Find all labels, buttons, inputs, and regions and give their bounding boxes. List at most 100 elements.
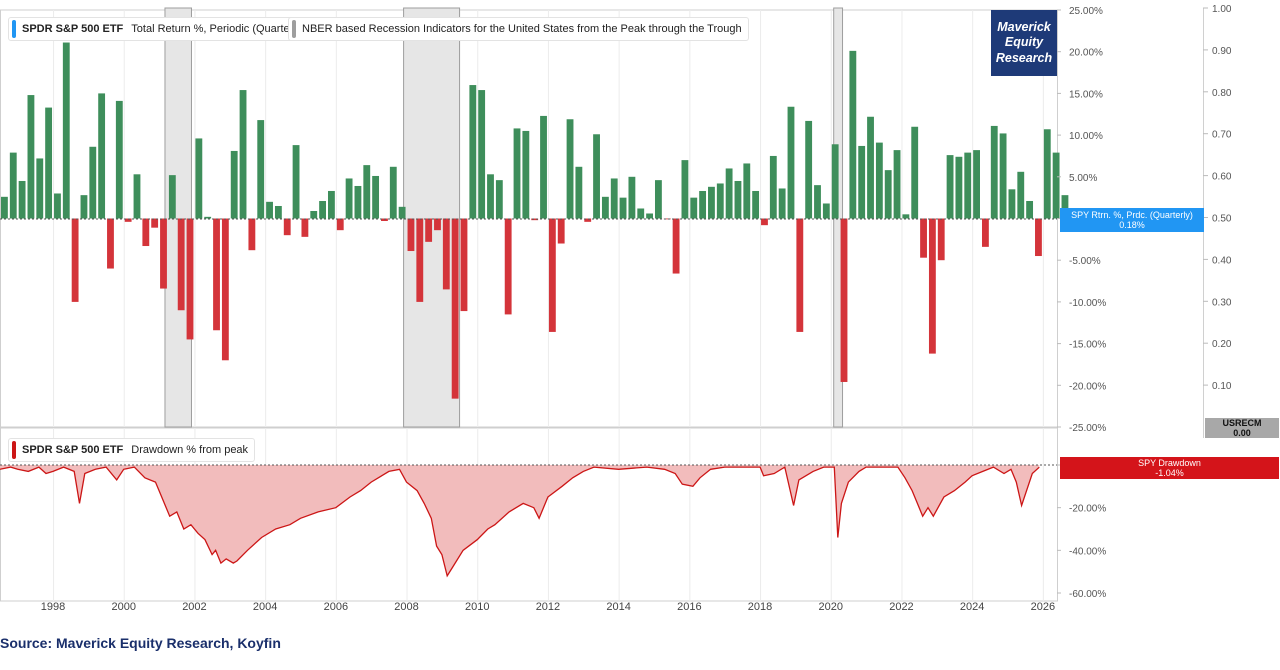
return-bar xyxy=(584,218,592,222)
source-note: Source: Maverick Equity Research, Koyfin xyxy=(0,635,281,651)
return-bar xyxy=(1043,129,1051,219)
return-bar xyxy=(531,218,539,221)
return-bar xyxy=(548,218,556,332)
return-bar xyxy=(372,175,380,219)
return-bar xyxy=(663,218,671,220)
return-bar xyxy=(875,142,883,219)
return-bar xyxy=(27,95,35,219)
return-bar xyxy=(292,145,300,219)
returns-y-tick-label: 10.00% xyxy=(1069,131,1103,142)
return-bar xyxy=(1008,189,1016,219)
return-bar xyxy=(893,150,901,219)
return-bar xyxy=(248,218,256,251)
return-bar xyxy=(18,180,26,219)
x-tick-label: 2020 xyxy=(819,601,843,613)
return-bar xyxy=(973,150,980,219)
return-bar xyxy=(1026,200,1034,219)
return-bar xyxy=(186,218,194,340)
return-bar xyxy=(566,119,574,219)
return-bar xyxy=(310,210,318,219)
return-bar xyxy=(884,170,892,219)
return-bar xyxy=(601,196,609,219)
x-tick-label: 2010 xyxy=(465,601,489,613)
drawdown-area-fill xyxy=(0,465,1040,576)
return-bar xyxy=(734,180,742,219)
return-bar xyxy=(1035,218,1042,257)
return-bar xyxy=(345,178,353,219)
return-bar xyxy=(495,180,503,219)
returns-y-tick-label: 15.00% xyxy=(1069,89,1103,100)
return-bar xyxy=(557,218,565,244)
legend-returns-metric: Total Return %, Periodic (Quarterly) xyxy=(131,23,305,35)
return-bar xyxy=(160,218,167,289)
recession-y-tick-label: 0.60 xyxy=(1212,172,1232,183)
return-bar xyxy=(142,218,150,247)
returns-value-tag: SPY Rtrn. %, Prdc. (Quarterly) 0.18% xyxy=(1060,208,1204,232)
return-bar xyxy=(681,160,689,219)
x-tick-label: 2014 xyxy=(606,601,630,613)
return-bar xyxy=(540,115,547,219)
recession-value-tag: USRECM 0.00 xyxy=(1205,418,1279,438)
legend-returns-symbol: SPDR S&P 500 ETF xyxy=(22,23,124,35)
return-bar xyxy=(266,201,273,219)
return-bar xyxy=(840,218,848,382)
return-bar xyxy=(981,218,989,247)
returns-y-tick-label: -15.00% xyxy=(1069,340,1106,351)
recession-value-tag-label: USRECM xyxy=(1222,418,1262,428)
return-bar xyxy=(80,195,88,219)
recession-y-tick-label: 0.70 xyxy=(1212,130,1232,141)
return-bar xyxy=(54,193,61,219)
return-bar xyxy=(36,158,44,219)
returns-value-tag-label: SPY Rtrn. %, Prdc. (Quarterly) xyxy=(1071,210,1193,220)
return-bar xyxy=(646,213,653,219)
return-bar xyxy=(425,218,433,242)
return-bar xyxy=(637,208,645,219)
x-tick-label: 2006 xyxy=(324,601,348,613)
return-bar xyxy=(743,163,751,219)
return-bar xyxy=(955,156,963,219)
return-bar xyxy=(593,134,600,219)
legend-returns-swatch xyxy=(12,20,16,38)
recession-value-tag-value: 0.00 xyxy=(1233,428,1251,438)
x-tick-label: 2024 xyxy=(960,601,984,613)
return-bar xyxy=(1017,171,1025,219)
return-bar xyxy=(89,146,97,219)
return-bar xyxy=(221,218,229,361)
return-bar xyxy=(946,155,954,219)
return-bar xyxy=(478,90,486,219)
recession-y-tick-label: 0.50 xyxy=(1212,214,1232,225)
return-bar xyxy=(796,218,804,332)
return-bar xyxy=(195,138,203,219)
return-bar xyxy=(1061,195,1069,219)
legend-recession-swatch xyxy=(292,20,296,38)
return-bar xyxy=(124,218,132,222)
return-bar xyxy=(902,214,910,219)
return-bar xyxy=(451,218,459,399)
return-bar xyxy=(708,186,715,219)
returns-y-tick-label: -20.00% xyxy=(1069,381,1106,392)
returns-y-tick-label: 25.00% xyxy=(1069,6,1103,17)
legend-recession: NBER based Recession Indicators for the … xyxy=(288,17,749,41)
legend-returns: SPDR S&P 500 ETF Total Return %, Periodi… xyxy=(8,17,312,41)
return-bar xyxy=(177,218,185,311)
brand-line-3: Research xyxy=(995,50,1053,65)
drawdown-y-tick-label: -40.00% xyxy=(1069,546,1106,557)
x-tick-label: 2008 xyxy=(394,601,418,613)
legend-drawdown-symbol: SPDR S&P 500 ETF xyxy=(22,444,124,456)
brand-logo: Maverick Equity Research xyxy=(991,10,1057,76)
x-tick-label: 2004 xyxy=(253,601,277,613)
legend-drawdown-swatch xyxy=(12,441,16,459)
legend-recession-label: NBER based Recession Indicators for the … xyxy=(302,23,742,35)
return-bar xyxy=(107,218,114,269)
x-tick-label: 1998 xyxy=(41,601,65,613)
recession-y-tick-label: 0.20 xyxy=(1212,339,1232,350)
return-bar xyxy=(363,165,371,219)
return-bar xyxy=(822,203,830,219)
return-bar xyxy=(920,218,927,258)
return-bar xyxy=(98,93,106,219)
return-bar xyxy=(230,150,238,219)
return-bar xyxy=(71,218,79,302)
recession-y-tick-label: 0.80 xyxy=(1212,88,1232,99)
returns-y-ticks: 25.00%20.00%15.00%10.00%5.00%0.00%-5.00%… xyxy=(1057,6,1106,434)
drawdown-line xyxy=(0,466,1040,578)
